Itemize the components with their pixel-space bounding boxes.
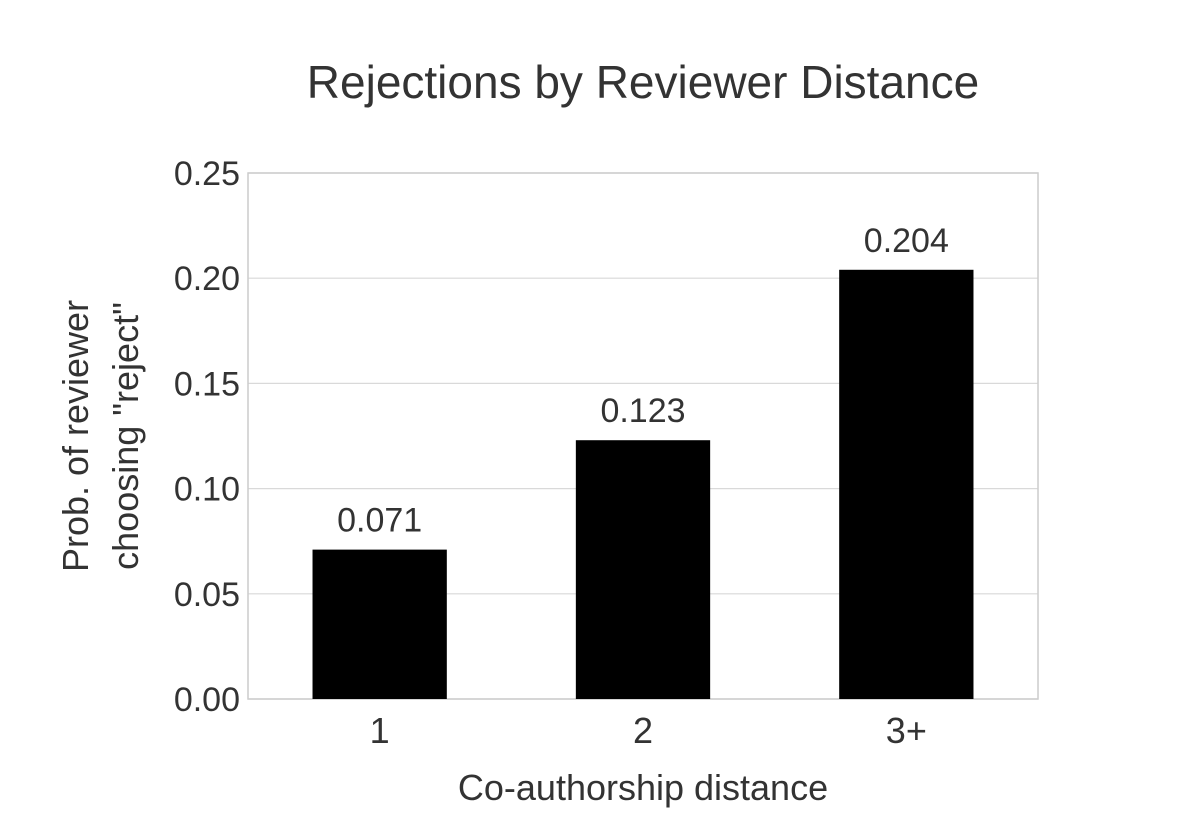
y-tick-label: 0.15 <box>174 365 240 403</box>
y-tick-label: 0.05 <box>174 576 240 614</box>
bars <box>312 269 974 699</box>
y-axis-ticks: 0.00 0.05 0.10 0.15 0.20 0.25 <box>174 155 240 719</box>
bar-value-label: 0.204 <box>864 222 949 260</box>
data-labels: 0.071 0.123 0.204 <box>337 222 949 540</box>
chart-title: Rejections by Reviewer Distance <box>307 56 979 108</box>
y-tick-label: 0.10 <box>174 471 240 509</box>
y-tick-label: 0.25 <box>174 155 240 193</box>
x-axis-ticks: 1 2 3+ <box>370 710 927 751</box>
x-tick-label: 3+ <box>886 710 927 751</box>
x-tick-label: 2 <box>633 710 653 751</box>
y-axis-label-line-2: choosing "reject" <box>105 302 146 570</box>
y-axis-label: Prob. of reviewer choosing "reject" <box>55 300 146 572</box>
bar <box>839 269 974 699</box>
y-axis-label-line-1: Prob. of reviewer <box>55 300 96 572</box>
bar-value-label: 0.123 <box>600 392 685 430</box>
bar-value-label: 0.071 <box>337 502 422 540</box>
y-tick-label: 0.00 <box>174 681 240 719</box>
x-tick-label: 1 <box>370 710 390 751</box>
bar <box>575 440 711 699</box>
x-axis-label: Co-authorship distance <box>458 767 828 808</box>
y-tick-label: 0.20 <box>174 260 240 298</box>
bar <box>312 549 447 699</box>
